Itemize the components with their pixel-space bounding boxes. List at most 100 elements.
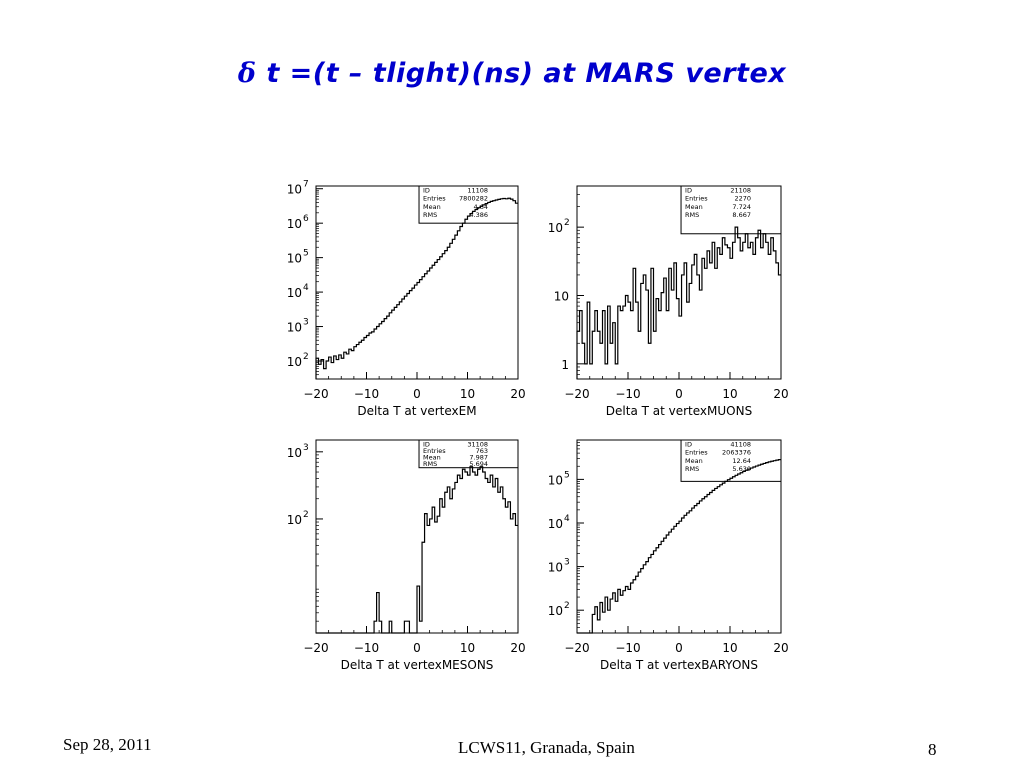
x-tick-label: 10 <box>460 387 475 401</box>
y-tick-exponent: 5 <box>303 249 309 259</box>
histogram-line <box>316 466 518 634</box>
stats-name: Mean <box>423 203 441 211</box>
y-tick-label: 10 <box>287 183 302 197</box>
stats-name: ID <box>423 187 430 195</box>
histogram-grid: −20 −10 0 10 20 Delta T at vertexEM 10 2 10 3 10 4 1… <box>270 170 800 690</box>
x-tick-label: 20 <box>510 387 525 401</box>
stats-name: Mean <box>685 457 703 465</box>
x-tick-label: 0 <box>675 641 683 655</box>
x-tick-label: 0 <box>675 387 683 401</box>
y-tick-exponent: 3 <box>303 318 309 328</box>
stats-name: ID <box>423 441 430 449</box>
histogram-line <box>576 226 781 379</box>
stats-value: 31108 <box>467 441 488 449</box>
y-tick-label: 10 <box>287 286 302 300</box>
x-tick-label: 20 <box>773 387 788 401</box>
stats-name: ID <box>685 441 692 449</box>
y-tick-label: 10 <box>548 221 563 235</box>
x-tick-label: 20 <box>510 641 525 655</box>
y-tick-exponent: 7 <box>303 180 309 190</box>
x-tick-label: −20 <box>303 387 328 401</box>
x-tick-label: 0 <box>413 641 421 655</box>
y-tick-label: 10 <box>548 604 563 618</box>
x-axis-label: Delta T at vertexMESONS <box>341 658 494 672</box>
y-tick-label: 10 <box>287 446 302 460</box>
y-tick-label: 10 <box>548 473 563 487</box>
stats-value: 7800282 <box>459 195 488 203</box>
y-tick-label: 10 <box>287 513 302 527</box>
x-tick-label: −20 <box>564 387 589 401</box>
y-tick-exponent: 2 <box>564 601 570 611</box>
stats-name: ID <box>685 187 692 195</box>
y-tick-label: 10 <box>287 321 302 335</box>
x-axis-label: Delta T at vertexBARYONS <box>600 658 758 672</box>
y-tick-label: 10 <box>548 561 563 575</box>
footer-venue: LCWS11, Granada, Spain <box>458 738 635 757</box>
histogram-line <box>577 459 781 634</box>
x-axis-label: Delta T at vertexEM <box>357 404 476 418</box>
y-tick-label: 10 <box>287 217 302 231</box>
stats-name: Entries <box>423 195 446 203</box>
slide-title-text: t =(t – tlight)(ns) at MARS vertex <box>266 58 787 89</box>
y-tick-exponent: 3 <box>303 443 309 453</box>
delta-symbol: δ <box>237 58 257 89</box>
y-tick-label: 10 <box>554 289 569 303</box>
x-tick-label: 10 <box>722 641 737 655</box>
x-tick-label: 10 <box>722 387 737 401</box>
y-tick-label: 10 <box>287 252 302 266</box>
stats-name: RMS <box>685 211 699 219</box>
x-tick-label: −10 <box>354 387 379 401</box>
x-tick-label: −10 <box>354 641 379 655</box>
stats-value: 4.386 <box>469 211 488 219</box>
stats-value: 8.667 <box>732 211 751 219</box>
y-tick-exponent: 2 <box>564 218 570 228</box>
y-tick-exponent: 5 <box>564 470 570 480</box>
y-tick-exponent: 2 <box>303 352 309 362</box>
x-tick-label: −20 <box>303 641 328 655</box>
histogram-line <box>315 197 518 379</box>
stats-value: 5.694 <box>469 460 488 468</box>
x-tick-label: 20 <box>773 641 788 655</box>
y-tick-label: 1 <box>561 358 569 372</box>
slide-title: δ t =(t – tlight)(ns) at MARS vertex <box>0 58 1024 89</box>
stats-value: 7.724 <box>732 203 751 211</box>
y-tick-exponent: 4 <box>303 283 309 293</box>
stats-name: Mean <box>423 453 441 461</box>
x-tick-label: −20 <box>564 641 589 655</box>
x-axis-label: Delta T at vertexMUONS <box>606 404 752 418</box>
x-tick-label: 10 <box>460 641 475 655</box>
x-tick-label: 0 <box>413 387 421 401</box>
stats-value: 11108 <box>467 187 488 195</box>
stats-value: 21108 <box>730 187 751 195</box>
stats-name: Entries <box>685 195 708 203</box>
x-tick-label: −10 <box>615 641 640 655</box>
y-tick-exponent: 2 <box>303 510 309 520</box>
stats-value: 4.64 <box>474 203 488 211</box>
stats-box <box>680 185 782 235</box>
stats-box <box>418 185 519 224</box>
y-tick-label: 10 <box>548 517 563 531</box>
y-tick-label: 10 <box>287 355 302 369</box>
page-number: 8 <box>928 740 937 759</box>
stats-name: Mean <box>685 203 703 211</box>
stats-box <box>680 439 782 482</box>
y-tick-exponent: 3 <box>564 558 570 568</box>
stats-name: RMS <box>423 211 437 219</box>
stats-value: 763 <box>476 447 488 455</box>
x-tick-label: −10 <box>615 387 640 401</box>
stats-name: RMS <box>423 460 437 468</box>
footer-date: Sep 28, 2011 <box>63 735 152 754</box>
stats-value: 2063376 <box>722 449 751 457</box>
stats-value: 12.64 <box>732 457 751 465</box>
stats-name: Entries <box>685 449 708 457</box>
y-tick-exponent: 6 <box>303 214 309 224</box>
stats-value: 5.630 <box>732 465 751 473</box>
stats-name: Entries <box>423 447 446 455</box>
stats-value: 2270 <box>734 195 751 203</box>
stats-value: 7.987 <box>469 453 488 461</box>
stats-name: RMS <box>685 465 699 473</box>
